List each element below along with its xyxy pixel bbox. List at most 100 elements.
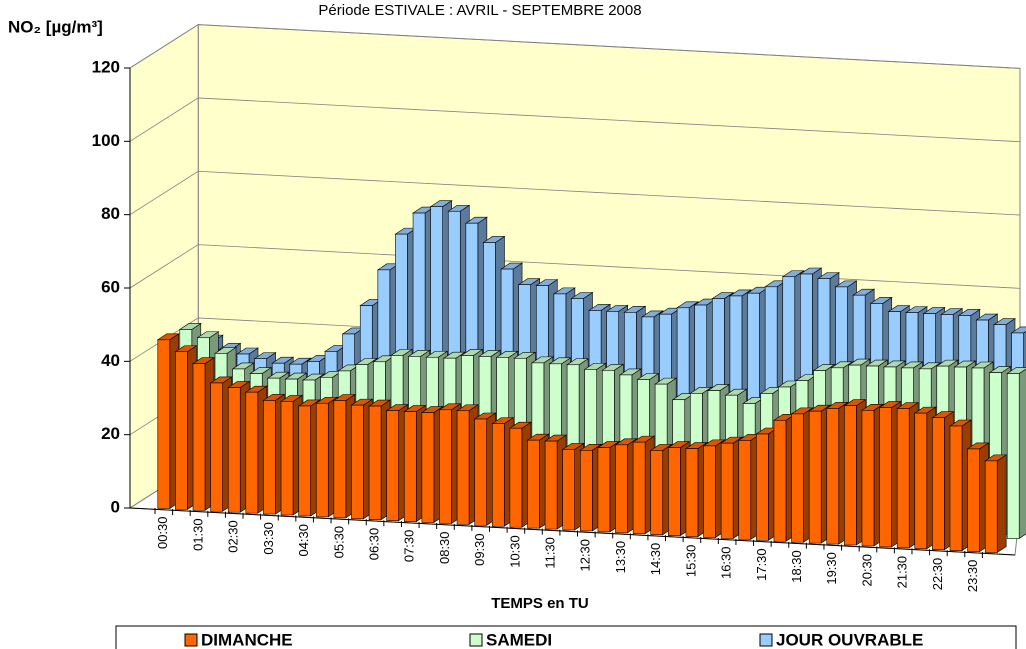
bar-front bbox=[808, 410, 822, 544]
y-tick-label: 0 bbox=[111, 497, 120, 516]
bar-front bbox=[509, 427, 523, 528]
bar-front bbox=[527, 439, 540, 529]
bar-front bbox=[456, 410, 470, 525]
bar-front bbox=[298, 405, 311, 517]
bar-front bbox=[263, 400, 276, 515]
bar-front bbox=[368, 405, 382, 521]
legend-label: DIMANCHE bbox=[201, 630, 293, 649]
bar-front bbox=[580, 450, 593, 532]
x-tick-label: 23:30 bbox=[965, 560, 980, 593]
bar-front bbox=[280, 401, 294, 516]
bar-front bbox=[439, 409, 452, 524]
legend-box bbox=[115, 625, 1017, 649]
bar-front bbox=[315, 402, 329, 518]
bar-front bbox=[562, 449, 575, 531]
bar-front bbox=[685, 448, 699, 537]
bar-front bbox=[738, 440, 752, 540]
bar-front bbox=[773, 419, 787, 542]
bar-front bbox=[844, 405, 857, 546]
bar-front bbox=[157, 339, 171, 509]
x-tick-label: 15:30 bbox=[683, 545, 698, 578]
legend-swatch bbox=[759, 633, 773, 647]
grid-line bbox=[129, 24, 1021, 69]
x-axis-label: TEMPS en TU bbox=[491, 595, 589, 612]
x-tick-label: 22:30 bbox=[930, 558, 945, 591]
bar-front bbox=[615, 444, 628, 534]
bar-front bbox=[756, 433, 769, 541]
bar-front bbox=[914, 412, 928, 550]
bar-front bbox=[967, 448, 980, 552]
bar-front bbox=[984, 460, 998, 553]
bar-front bbox=[175, 351, 188, 510]
bar bbox=[508, 421, 532, 528]
bar-front bbox=[544, 440, 558, 530]
bar-front bbox=[703, 445, 716, 538]
bar bbox=[1006, 367, 1026, 540]
x-tick-label: 16:30 bbox=[719, 546, 734, 579]
y-tick-label: 100 bbox=[92, 131, 120, 150]
bar-front bbox=[245, 391, 259, 514]
x-tick-label: 18:30 bbox=[789, 550, 804, 583]
bar-front bbox=[896, 408, 910, 549]
bar-front bbox=[861, 410, 875, 547]
bar bbox=[350, 398, 374, 520]
x-tick-label: 17:30 bbox=[754, 548, 769, 581]
x-tick-label: 10:30 bbox=[507, 535, 522, 568]
x-tick-label: 20:30 bbox=[859, 554, 874, 587]
bar-front bbox=[227, 387, 241, 513]
bar-side bbox=[1018, 368, 1026, 540]
y-tick-label: 80 bbox=[101, 204, 120, 223]
x-tick-label: 05:30 bbox=[331, 526, 346, 559]
bar-front bbox=[791, 413, 804, 543]
y-tick-label: 40 bbox=[101, 351, 120, 370]
grid-line bbox=[129, 97, 1021, 143]
bar-front bbox=[826, 408, 840, 545]
x-tick-label: 07:30 bbox=[402, 530, 417, 563]
legend-label: SAMEDI bbox=[486, 630, 552, 649]
y-tick-label: 20 bbox=[101, 424, 120, 443]
x-tick-label: 01:30 bbox=[190, 518, 205, 551]
grid-line bbox=[129, 244, 1021, 289]
bar-front bbox=[879, 407, 892, 548]
x-tick-label: 19:30 bbox=[824, 552, 839, 585]
bar-front bbox=[597, 447, 611, 533]
x-tick-label: 13:30 bbox=[613, 541, 628, 574]
grid-line bbox=[129, 170, 1021, 216]
bar-front bbox=[474, 418, 487, 526]
x-tick-label: 11:30 bbox=[543, 537, 558, 569]
bar-front bbox=[720, 442, 734, 539]
x-tick-label: 03:30 bbox=[261, 522, 276, 555]
y-axis-label: NO₂ [µg/m³] bbox=[8, 17, 103, 36]
legend-swatch bbox=[184, 633, 198, 647]
y-tick-label: 60 bbox=[101, 277, 120, 296]
bar-front bbox=[1006, 373, 1020, 539]
bar bbox=[790, 407, 814, 543]
bar-front bbox=[210, 382, 223, 512]
bar-front bbox=[351, 404, 364, 520]
x-tick-label: 06:30 bbox=[366, 528, 381, 561]
bar-front bbox=[949, 425, 963, 551]
bar-front bbox=[192, 363, 206, 511]
bar bbox=[984, 454, 1008, 554]
x-tick-label: 00:30 bbox=[155, 516, 170, 549]
x-tick-label: 09:30 bbox=[472, 533, 487, 566]
y-tick-label: 120 bbox=[92, 57, 120, 76]
legend-swatch bbox=[469, 633, 483, 647]
x-tick-label: 21:30 bbox=[895, 556, 910, 589]
bar-front bbox=[333, 400, 347, 519]
bar-front bbox=[650, 450, 664, 536]
x-tick-label: 02:30 bbox=[226, 520, 241, 553]
bar-front bbox=[386, 410, 399, 521]
x-tick-label: 12:30 bbox=[578, 539, 593, 572]
bar-front bbox=[421, 412, 435, 523]
bar-side bbox=[996, 454, 1007, 554]
bar-front bbox=[491, 423, 505, 527]
bar-front bbox=[932, 417, 945, 551]
x-tick-label: 08:30 bbox=[437, 531, 452, 564]
chart-title: Période ESTIVALE : AVRIL - SEPTEMBRE 200… bbox=[318, 2, 641, 19]
bar-front bbox=[668, 447, 681, 536]
x-axis bbox=[129, 507, 1016, 556]
x-tick-label: 14:30 bbox=[648, 543, 663, 576]
legend-label: JOUR OUVRABLE bbox=[776, 630, 923, 649]
